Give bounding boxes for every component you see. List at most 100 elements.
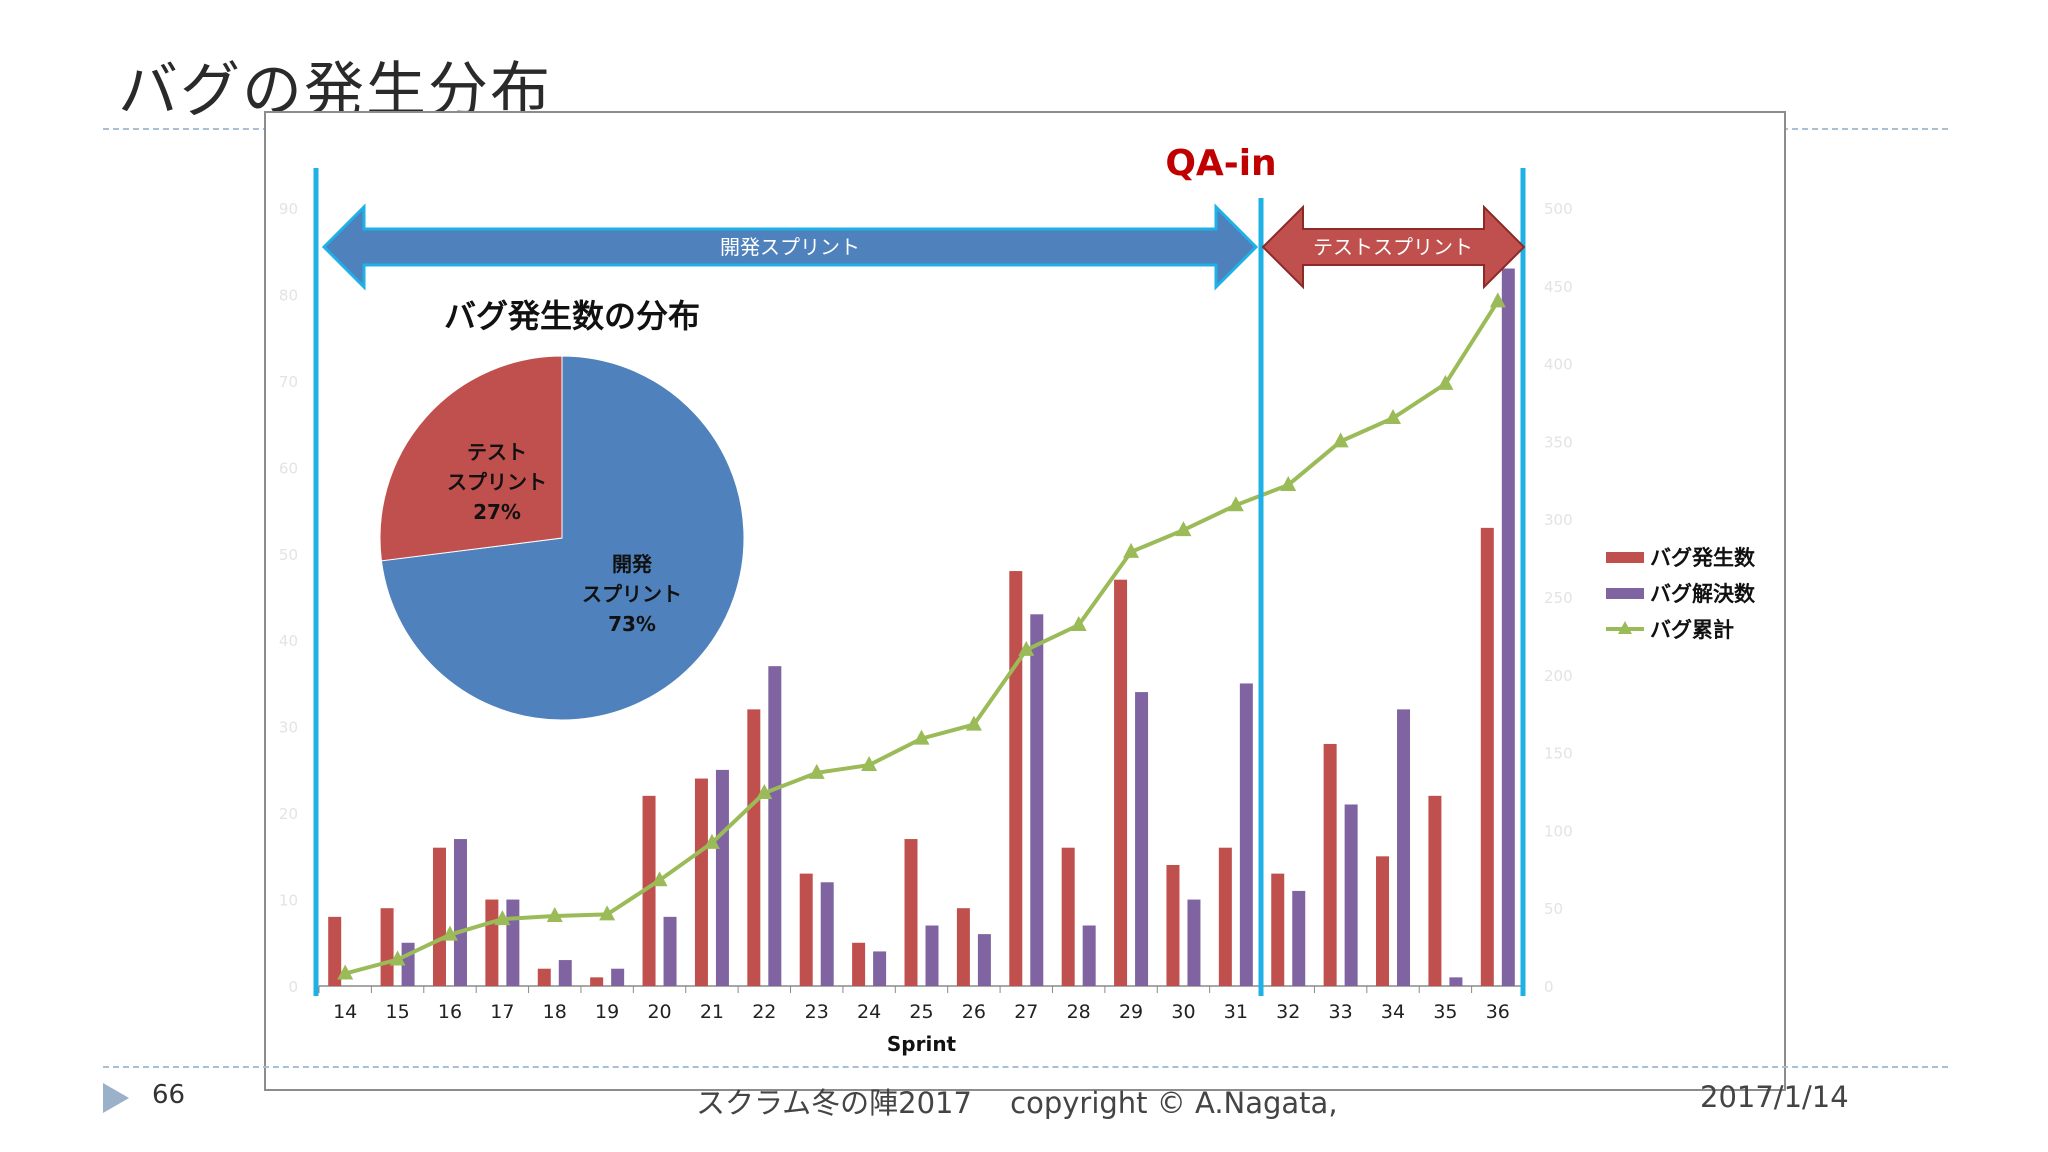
bar-bug-occurred [642, 795, 656, 986]
x-tick-label: 18 [543, 1001, 567, 1023]
test-sprint-arrow-label: テストスプリント [1313, 235, 1473, 259]
bar-bug-resolved [558, 960, 572, 986]
y-left-tick-label: 0 [288, 978, 298, 996]
y-right-tick-label: 0 [1544, 978, 1554, 996]
play-arrow-icon [103, 1083, 129, 1113]
bar-bug-occurred [1376, 856, 1390, 986]
marker-bug-cumulative [599, 905, 616, 921]
bar-bug-occurred [1009, 571, 1023, 986]
pie-slice-label: 73% [608, 612, 656, 636]
pie-slice [380, 355, 745, 721]
marker-bug-cumulative [703, 833, 720, 849]
marker-bug-cumulative [861, 756, 878, 772]
x-axis-title: Sprint [887, 1032, 957, 1056]
x-tick-label: 34 [1381, 1001, 1405, 1023]
marker-bug-cumulative [1437, 374, 1454, 390]
bar-bug-occurred [380, 908, 394, 986]
bar-bug-resolved [768, 666, 782, 986]
legend-label: バグ累計 [1650, 618, 1734, 642]
bar-bug-occurred [1166, 864, 1180, 986]
bar-bug-occurred [432, 847, 446, 986]
bar-bug-resolved [925, 925, 939, 986]
marker-bug-cumulative [1385, 409, 1402, 425]
bar-bug-resolved [1397, 709, 1411, 986]
y-right-tick-label: 200 [1544, 667, 1573, 685]
bar-bug-occurred [799, 873, 813, 986]
marker-bug-cumulative [1489, 292, 1506, 308]
y-right-tick-label: 500 [1544, 200, 1573, 218]
bar-bug-occurred [590, 977, 604, 986]
bar-bug-resolved [1030, 614, 1044, 986]
pie-slice-label: 開発 [612, 552, 653, 576]
marker-bug-cumulative [1332, 432, 1349, 448]
x-tick-label: 28 [1067, 1001, 1091, 1023]
bar-bug-occurred [1218, 847, 1232, 986]
bar-bug-resolved [506, 899, 520, 986]
x-tick-label: 24 [857, 1001, 881, 1023]
bar-bug-occurred [1114, 579, 1128, 986]
x-tick-label: 21 [700, 1001, 724, 1023]
x-tick-label: 20 [647, 1001, 671, 1023]
x-tick-label: 30 [1171, 1001, 1195, 1023]
footer-copyright: スクラム冬の陣2017 copyright © A.Nagata, [696, 1086, 1338, 1120]
legend-swatch-bug-resolved [1606, 588, 1644, 599]
marker-bug-cumulative [1175, 521, 1192, 537]
bar-bug-occurred [1061, 847, 1075, 986]
bar-bug-resolved [715, 769, 729, 986]
x-tick-label: 27 [1014, 1001, 1038, 1023]
x-tick-label: 26 [962, 1001, 986, 1023]
chart-frame: 0 10 20 30 40 50 60 70 80 90 0 50 100 150 200 250 300 350… [264, 111, 1786, 1091]
pie-slice-label: テスト [467, 440, 527, 464]
marker-bug-cumulative [494, 910, 511, 926]
x-tick-label: 19 [595, 1001, 619, 1023]
y-left-tick-label: 10 [279, 892, 298, 910]
marker-bug-cumulative [1280, 475, 1297, 491]
bar-bug-occurred [328, 916, 342, 986]
legend-swatch-bug-occurred [1606, 552, 1644, 563]
bar-bug-resolved [1082, 925, 1096, 986]
legend-marker-bug-cumulative [1618, 621, 1632, 634]
bar-bug-occurred [956, 908, 970, 986]
y-right-tick-label: 150 [1544, 745, 1573, 763]
footer-date: 2017/1/14 [1700, 1080, 1849, 1114]
pie-slice-label: スプリント [582, 582, 682, 606]
dev-sprint-arrow [321, 203, 1259, 291]
marker-bug-cumulative [756, 784, 773, 800]
dev-sprint-arrow-label: 開発スプリント [720, 235, 860, 259]
bar-bug-occurred [747, 709, 761, 986]
marker-bug-cumulative [965, 715, 982, 731]
bar-bug-resolved [1449, 977, 1463, 986]
bar-bug-occurred [1323, 743, 1337, 986]
y-right-tick-label: 100 [1544, 822, 1573, 840]
bar-bug-resolved [873, 951, 887, 986]
x-tick-label: 35 [1433, 1001, 1457, 1023]
bar-bug-resolved [1344, 804, 1358, 986]
x-tick-label: 33 [1329, 1001, 1353, 1023]
y-right-tick-label: 350 [1544, 433, 1573, 451]
page-number: 66 [152, 1080, 186, 1110]
y-right-tick-label: 250 [1544, 589, 1573, 607]
marker-bug-cumulative [808, 763, 825, 779]
bar-bug-resolved [1187, 899, 1201, 986]
legend-label: バグ発生数 [1650, 546, 1756, 570]
qa-in-label: QA-in [1165, 143, 1276, 184]
bar-bug-occurred [1271, 873, 1285, 986]
x-tick-label: 23 [805, 1001, 829, 1023]
x-tick-label: 36 [1486, 1001, 1510, 1023]
bar-bug-occurred [852, 942, 866, 986]
y-left-tick-label: 60 [279, 459, 298, 477]
bar-bug-resolved [977, 934, 991, 986]
x-tick-label: 22 [752, 1001, 776, 1023]
x-tick-label: 15 [385, 1001, 409, 1023]
x-tick-label: 17 [490, 1001, 514, 1023]
bar-bug-occurred [1428, 795, 1442, 986]
y-left-tick-label: 80 [279, 286, 298, 304]
test-sprint-arrow [1261, 204, 1526, 290]
x-tick-label: 32 [1276, 1001, 1300, 1023]
y-left-tick-label: 30 [279, 719, 298, 737]
bar-bug-resolved [1292, 890, 1306, 986]
bar-bug-occurred [694, 778, 708, 986]
marker-bug-cumulative [389, 950, 406, 966]
bar-bug-occurred [1480, 527, 1494, 986]
marker-bug-cumulative [1227, 496, 1244, 512]
